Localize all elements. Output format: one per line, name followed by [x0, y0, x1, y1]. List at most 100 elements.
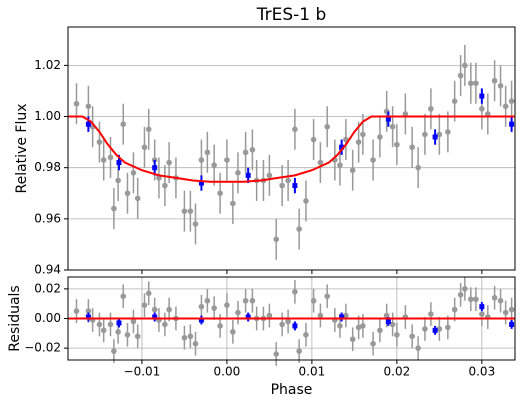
- chart-title: TrES-1 b: [256, 5, 327, 25]
- data-point: [355, 139, 362, 145]
- data-point: [211, 162, 217, 168]
- data-point: [111, 348, 117, 354]
- data-point: [204, 297, 211, 304]
- data-point: [217, 190, 223, 197]
- data-point: [100, 327, 107, 334]
- plot-frame: [67, 276, 516, 361]
- data-point: [422, 131, 428, 138]
- binned-point: [339, 314, 345, 320]
- binned-point: [432, 327, 438, 333]
- data-point: [242, 297, 249, 304]
- data-point: [508, 306, 515, 313]
- y-tick-label: 0.98: [34, 160, 61, 174]
- data-point: [130, 318, 137, 325]
- data-point: [181, 208, 188, 214]
- binned-point: [245, 172, 251, 178]
- binned-point: [385, 116, 391, 122]
- data-point: [485, 111, 491, 117]
- data-point: [166, 306, 172, 313]
- data-point: [409, 144, 415, 151]
- data-point: [508, 98, 515, 104]
- data-point: [337, 162, 343, 168]
- data-point: [473, 296, 479, 303]
- y-tick-label: 0.02: [34, 281, 61, 295]
- data-point: [285, 318, 291, 325]
- data-point: [497, 83, 504, 89]
- data-point: [181, 334, 188, 341]
- data-point: [162, 182, 168, 189]
- data-point: [360, 323, 366, 329]
- y-tick-label: 0.00: [34, 311, 61, 325]
- data-point: [124, 332, 131, 338]
- data-point: [415, 164, 421, 171]
- data-point: [141, 144, 148, 151]
- data-point: [303, 198, 309, 204]
- data-point: [198, 157, 205, 163]
- data-point: [73, 100, 80, 107]
- data-point: [292, 126, 298, 133]
- data-point: [402, 111, 409, 117]
- data-point: [428, 311, 434, 317]
- data-point: [473, 80, 479, 87]
- data-point: [389, 123, 396, 130]
- data-point: [292, 289, 298, 295]
- data-point: [502, 309, 509, 316]
- data-point: [502, 103, 509, 110]
- data-point: [217, 323, 223, 329]
- data-point: [273, 351, 280, 357]
- data-point: [249, 146, 256, 153]
- data-point: [497, 297, 504, 304]
- data-point: [266, 172, 273, 179]
- data-point: [310, 136, 317, 143]
- y-axis-label: Residuals: [7, 285, 23, 351]
- data-point: [224, 302, 230, 308]
- data-point: [355, 324, 362, 331]
- binned-point: [479, 93, 485, 99]
- x-tick-label: 0.03: [468, 365, 495, 379]
- y-tick-label: −0.02: [24, 341, 61, 355]
- binned-point: [85, 314, 91, 320]
- binned-point: [116, 160, 122, 166]
- data-point: [166, 159, 172, 166]
- binned-point: [479, 304, 485, 310]
- data-point: [100, 157, 107, 163]
- binned-point: [509, 321, 515, 327]
- data-point: [235, 309, 241, 316]
- data-point: [317, 159, 324, 166]
- data-point: [436, 131, 443, 138]
- data-point: [130, 170, 137, 176]
- data-point: [273, 236, 280, 243]
- data-point: [349, 336, 356, 343]
- data-point: [115, 177, 121, 184]
- data-point: [296, 348, 302, 354]
- data-point: [285, 177, 291, 184]
- data-point: [445, 129, 451, 135]
- data-point: [377, 327, 383, 334]
- data-point: [462, 286, 468, 292]
- data-point: [451, 98, 458, 104]
- binned-point: [292, 323, 298, 329]
- data-point: [141, 302, 148, 308]
- data-point: [324, 293, 330, 300]
- data-point: [266, 312, 273, 319]
- data-point: [192, 340, 199, 347]
- y-tick-label: 1.00: [34, 109, 61, 123]
- data-point: [107, 154, 114, 161]
- data-point: [224, 157, 230, 163]
- data-point: [422, 326, 428, 332]
- binned-point: [509, 121, 515, 127]
- data-point: [389, 321, 396, 328]
- data-point: [296, 226, 302, 232]
- data-point: [468, 80, 474, 87]
- x-tick-label: −0.01: [124, 365, 161, 379]
- data-point: [394, 141, 400, 148]
- data-point: [468, 296, 474, 303]
- data-point: [317, 312, 324, 319]
- data-point: [457, 291, 464, 298]
- data-point: [337, 323, 343, 329]
- data-point: [198, 303, 205, 310]
- data-point: [120, 121, 127, 127]
- data-point: [249, 297, 256, 304]
